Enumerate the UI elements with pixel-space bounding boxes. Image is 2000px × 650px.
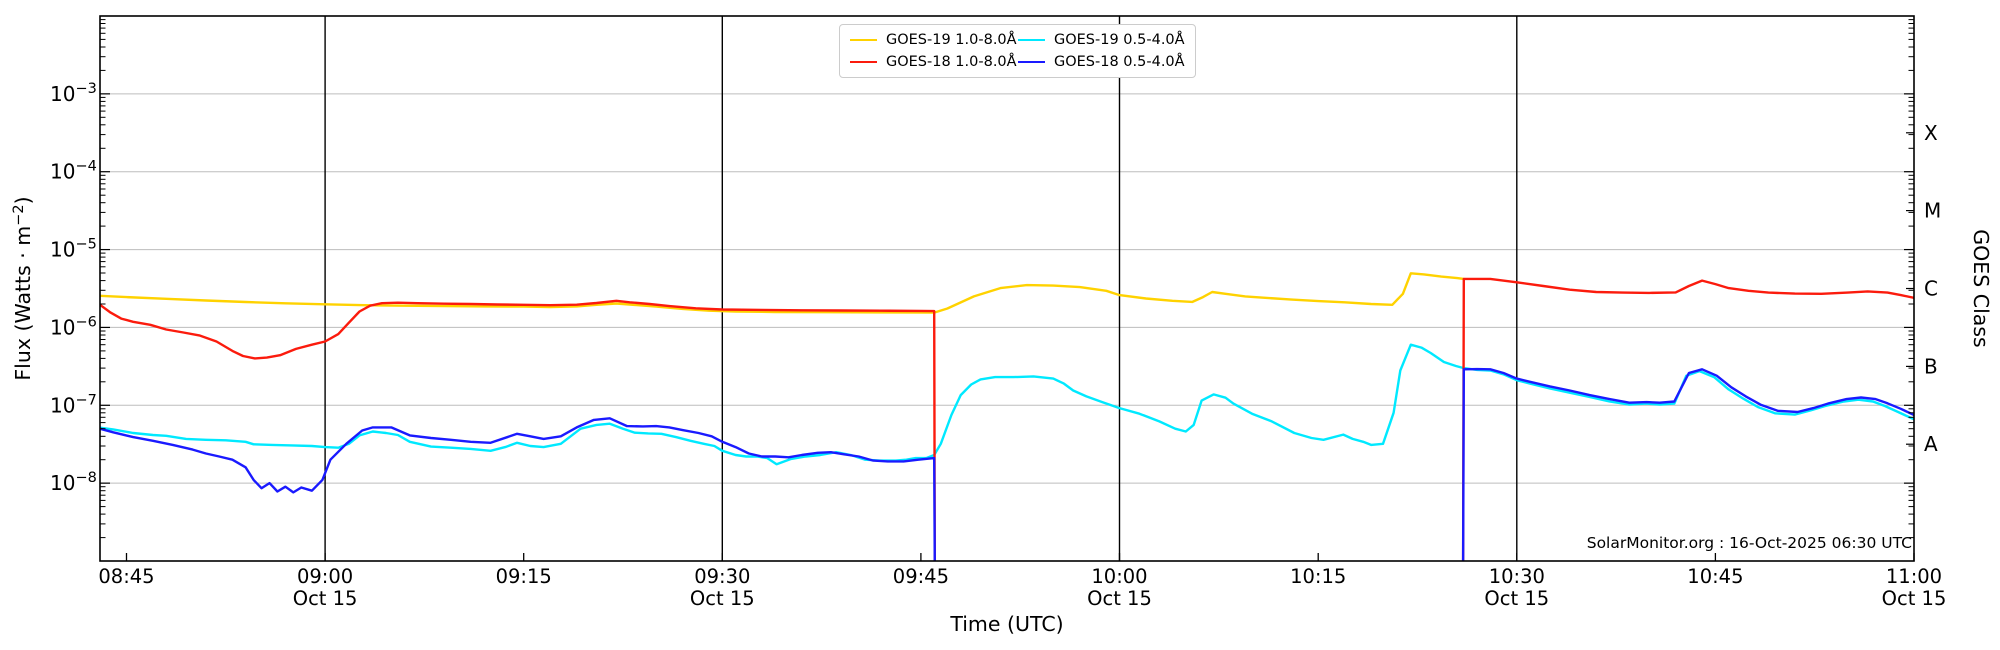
legend-label: GOES-19 1.0-8.0Å (886, 31, 1017, 48)
x-tick-sublabel: Oct 15 (1087, 587, 1152, 610)
x-tick-label: 09:00 (297, 565, 353, 588)
y-tick-label: 10−5 (50, 237, 97, 262)
series-goes19-short-line (100, 343, 1914, 466)
x-tick-sublabel: Oct 15 (293, 587, 358, 610)
x-tick-label: 10:45 (1687, 565, 1743, 588)
goes-class-letter: B (1924, 354, 1938, 378)
goes19-short-swatch (1018, 39, 1045, 41)
series-goes18-short-line (100, 367, 1914, 561)
x-tick-label: 09:45 (893, 565, 949, 588)
x-tick-label: 10:00 (1091, 565, 1147, 588)
x-tick-label: 10:30 (1489, 565, 1545, 588)
x-tick-label: 10:15 (1290, 565, 1346, 588)
series-group (100, 272, 1914, 561)
x-axis-title: Time (UTC) (949, 612, 1063, 636)
goes-class-letter: C (1924, 277, 1938, 301)
goes18-long-swatch (850, 61, 877, 63)
goes-class-letter: X (1924, 121, 1938, 145)
x-tick-label: 08:45 (98, 565, 154, 588)
x-tick-sublabel: Oct 15 (1484, 587, 1549, 610)
legend: GOES-19 1.0-8.0Å GOES-18 1.0-8.0Å GOES-1… (839, 24, 1196, 78)
goes19-long-swatch (850, 39, 877, 41)
y-tick-label: 10−7 (50, 392, 97, 417)
watermark-text: SolarMonitor.org : 16-Oct-2025 06:30 UTC (1586, 534, 1912, 552)
x-tick-label: 11:00 (1886, 565, 1942, 588)
legend-label: GOES-18 0.5-4.0Å (1054, 53, 1185, 70)
goes18-short-swatch (1018, 61, 1045, 63)
y-tick-label: 10−8 (50, 470, 97, 495)
legend-item-goes18-short: GOES-18 0.5-4.0Å (1018, 51, 1185, 73)
series-goes19-long-line (100, 272, 1465, 314)
y-tick-label: 10−6 (50, 314, 97, 339)
y-axis-title: Flux (Watts · m−2) (11, 196, 35, 380)
legend-item-goes19-short: GOES-19 0.5-4.0Å (1018, 29, 1185, 51)
y-tick-label: 10−4 (50, 159, 97, 184)
x-tick-sublabel: Oct 15 (1882, 587, 1947, 610)
y-tick-label: 10−3 (50, 81, 97, 106)
x-tick-label: 09:30 (694, 565, 750, 588)
legend-label: GOES-19 0.5-4.0Å (1054, 31, 1185, 48)
legend-item-goes18-long: GOES-18 1.0-8.0Å (850, 51, 1018, 73)
legend-label: GOES-18 1.0-8.0Å (886, 53, 1017, 70)
series-goes18-long-line (100, 277, 1914, 561)
x-tick-label: 09:15 (496, 565, 552, 588)
goes-class-letter: M (1924, 199, 1941, 223)
legend-item-goes19-long: GOES-19 1.0-8.0Å (850, 29, 1018, 51)
right-axis-title: GOES Class (1969, 229, 1993, 347)
x-tick-sublabel: Oct 15 (690, 587, 755, 610)
goes-class-letter: A (1924, 432, 1938, 456)
